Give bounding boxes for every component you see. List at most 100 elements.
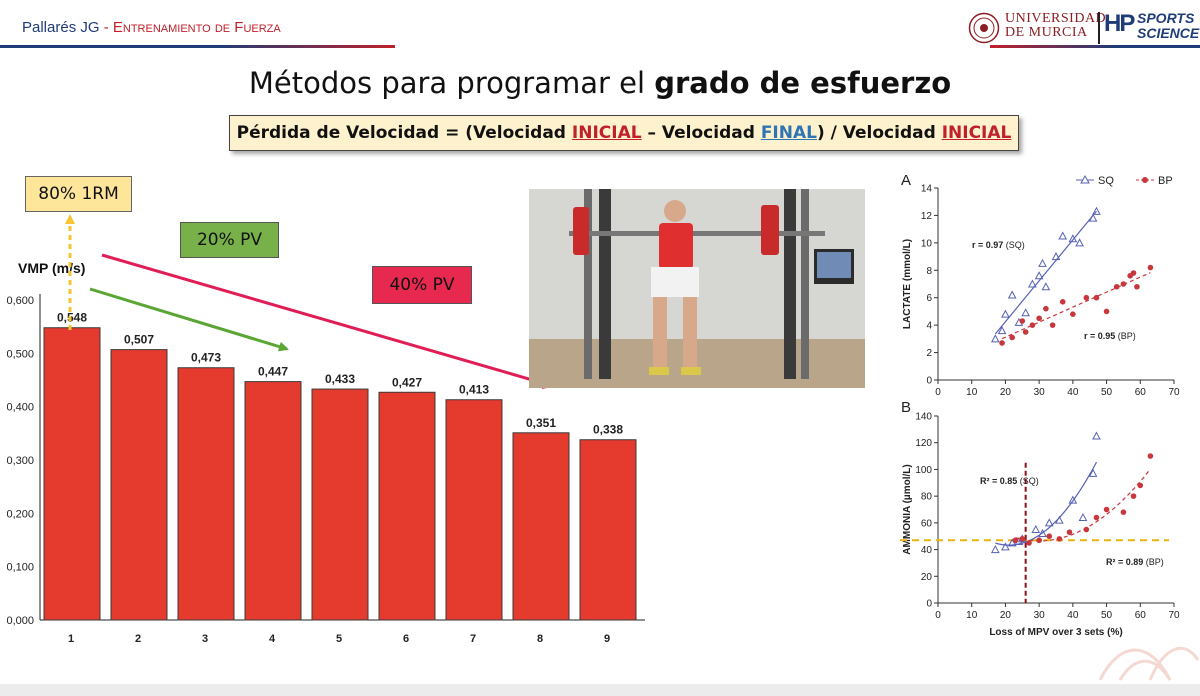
- slide-title: Métodos para programar el grado de esfue…: [0, 66, 1200, 100]
- bp-data-point: [1137, 482, 1144, 489]
- bp-data-point: [1012, 537, 1019, 544]
- bar-data-label: 0,338: [593, 423, 623, 437]
- bp-data-point: [1083, 526, 1090, 533]
- x-tick-label: 6: [403, 633, 409, 645]
- formula-part-2: – Velocidad: [641, 123, 761, 143]
- sq-data-point: [990, 545, 1000, 554]
- sq-data-point: [1044, 518, 1054, 527]
- bp-data-point: [1043, 305, 1049, 312]
- sq-data-point: [1031, 524, 1041, 534]
- bp-data-point: [1009, 334, 1015, 341]
- sq-data-point: [990, 334, 1000, 343]
- sq-data-point: [1028, 279, 1037, 288]
- course-name: Entrenamiento de Fuerza: [112, 19, 281, 36]
- bar-data-label: 0,507: [124, 333, 154, 347]
- university-logo-text: UNIVERSIDAD DE MURCIA: [1005, 12, 1106, 40]
- x-tick-label: 2: [135, 633, 141, 645]
- stat-annotation: R² = 0.85 (SQ): [980, 476, 1039, 486]
- arrow-20pv: [89, 287, 289, 352]
- bar-data-label: 0,447: [258, 365, 288, 379]
- sq-data-point: [1068, 234, 1078, 243]
- legend-marker: [1142, 177, 1148, 183]
- bp-data-point: [1049, 322, 1056, 328]
- y-tick-label: 0,000: [6, 615, 34, 627]
- bp-data-point: [1036, 537, 1042, 544]
- y-tick-label: 40: [921, 545, 933, 556]
- bp-data-point: [1093, 294, 1100, 301]
- sports-line-1: SPORTS: [1137, 10, 1195, 26]
- title-bold: grado de esfuerzo: [654, 66, 952, 100]
- squat-athlete-photo: [529, 189, 865, 388]
- sq-trend-line: [994, 210, 1097, 335]
- bp-data-point: [1103, 308, 1110, 315]
- title-normal: Métodos para programar el: [248, 66, 655, 100]
- y-tick-label: 100: [915, 465, 932, 476]
- bp-data-point: [1103, 506, 1110, 513]
- y-axis-label: AMMONIA (µmol/L): [902, 464, 913, 554]
- panel-letter: B: [901, 399, 911, 416]
- y-axis-label: LACTATE (mmol/L): [902, 239, 913, 329]
- bp-data-point: [1019, 318, 1026, 324]
- x-tick-label: 40: [1067, 387, 1079, 398]
- bar: [512, 432, 570, 621]
- bp-data-point: [1113, 283, 1120, 290]
- sq-data-point: [1038, 528, 1047, 538]
- bp-data-point: [1130, 493, 1137, 499]
- bar-data-label: 0,427: [392, 375, 422, 389]
- y-tick-label: 0: [926, 599, 932, 610]
- x-tick-label: 3: [202, 633, 208, 645]
- panel-letter: A: [901, 172, 911, 189]
- ammonia-scatter-panel-b: B 0 20 40 60 80 100 120 140 0 10 20 30 40 50 60 70 AMMONI…: [868, 398, 1200, 644]
- bp-data-point: [1120, 281, 1127, 287]
- sq-data-point: [1007, 290, 1017, 299]
- sq-trend-line: [995, 461, 1098, 546]
- bp-data-point: [1066, 529, 1073, 536]
- x-axis-label: Loss of MPV over 3 sets (%): [989, 627, 1122, 638]
- sports-line-2: SCIENCE: [1137, 25, 1200, 41]
- x-tick-label: 1: [68, 633, 74, 645]
- bar: [579, 439, 637, 621]
- y-tick-label: 14: [921, 184, 933, 195]
- x-tick-label: 0: [935, 610, 941, 621]
- formula-word-final: FINAL: [760, 123, 817, 143]
- x-tick-label: 50: [1101, 387, 1113, 398]
- bar: [177, 367, 235, 621]
- x-tick-label: 9: [604, 633, 610, 645]
- lactate-scatter-panel-a: A 0 2 4 6 8 10 12 14 0 10 20 30 40 50 60 70 LACTATE (mmol…: [868, 168, 1200, 400]
- y-tick-label: 60: [921, 518, 933, 529]
- y-tick-label: 0: [926, 376, 932, 387]
- bp-data-point: [1120, 509, 1127, 515]
- y-tick-label: 80: [921, 492, 933, 503]
- y-tick-label: 0,200: [6, 508, 34, 520]
- bp-data-point: [1130, 270, 1137, 276]
- stat-annotation: R² = 0.89 (BP): [1106, 557, 1164, 567]
- sports-science-logo: SPORTS SCIENCE: [1137, 11, 1199, 41]
- bp-data-point: [1093, 514, 1100, 521]
- watermark-ornament-icon: [1098, 646, 1200, 681]
- sq-data-point: [1021, 308, 1030, 317]
- sq-data-point: [1075, 238, 1084, 247]
- x-tick-label: 30: [1034, 387, 1046, 398]
- bar: [445, 399, 503, 621]
- y-tick-label: 8: [926, 266, 932, 277]
- university-line-2: DE MURCIA: [1005, 25, 1088, 40]
- bp-data-point: [1147, 453, 1154, 459]
- y-tick-label: 6: [926, 293, 932, 304]
- bar-data-label: 0,473: [191, 351, 221, 365]
- sq-data-point: [1055, 515, 1064, 524]
- sq-data-point: [1058, 231, 1068, 240]
- header-rule-right: [990, 45, 1200, 48]
- sq-data-point: [1092, 206, 1101, 215]
- sq-data-point: [1041, 282, 1051, 291]
- bar: [43, 327, 101, 621]
- sq-data-point: [1038, 258, 1047, 267]
- x-tick-label: 4: [269, 633, 276, 645]
- sq-data-point: [1034, 271, 1044, 280]
- y-tick-label: 12: [921, 211, 933, 222]
- sq-data-point: [1001, 309, 1010, 318]
- x-tick-label: 20: [1000, 610, 1012, 621]
- x-tick-label: 70: [1168, 610, 1180, 621]
- x-tick-label: 10: [966, 387, 978, 398]
- bp-data-point: [1134, 283, 1140, 290]
